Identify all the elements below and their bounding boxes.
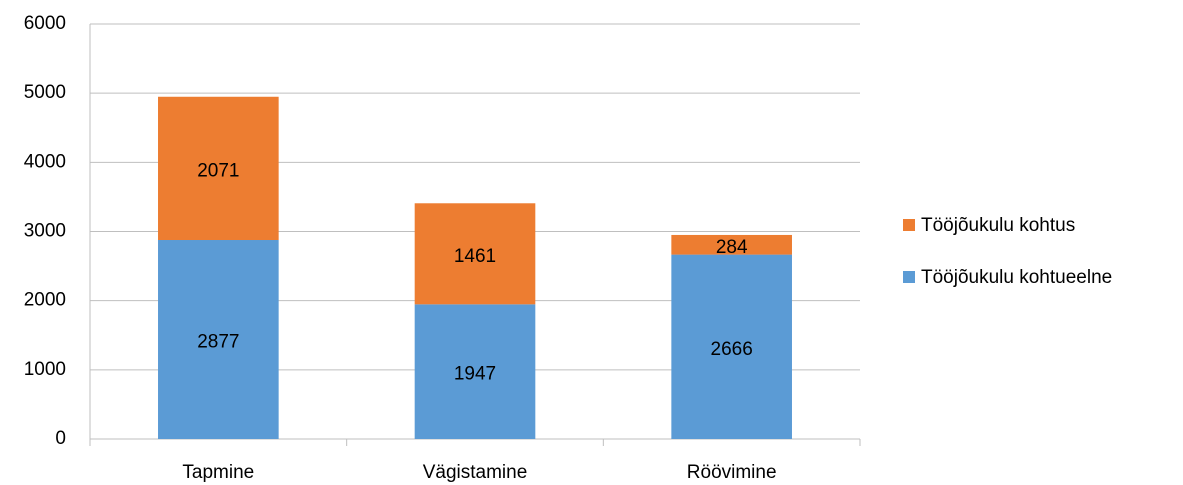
bar-segment — [414, 203, 536, 305]
data-label: 1947 — [454, 364, 496, 385]
y-tick-label: 2000 — [24, 290, 66, 311]
x-tick-label: Röövimine — [687, 462, 777, 483]
data-label: 2071 — [197, 160, 239, 181]
bar-segment — [671, 234, 792, 255]
bar-segment — [158, 96, 279, 241]
bar-segment — [158, 240, 279, 439]
data-label: 1461 — [454, 246, 496, 267]
data-label: 284 — [716, 237, 748, 258]
y-tick-label: 1000 — [24, 359, 66, 380]
x-tick-label: Tapmine — [182, 462, 254, 483]
legend-label: Tööjõukulu kohtus — [921, 215, 1075, 236]
data-label: 2877 — [197, 332, 239, 353]
legend-swatch — [903, 219, 915, 231]
x-tick-label: Vägistamine — [423, 462, 528, 483]
y-tick-label: 5000 — [24, 82, 66, 103]
y-tick-label: 4000 — [24, 151, 66, 172]
legend-label: Tööjõukulu kohtueelne — [921, 267, 1112, 288]
legend-swatch — [903, 271, 915, 283]
bar-segment — [671, 254, 792, 439]
y-tick-label: 6000 — [24, 13, 66, 34]
y-tick-label: 0 — [55, 428, 66, 449]
y-tick-label: 3000 — [24, 221, 66, 242]
bar-segment — [414, 304, 536, 439]
data-label: 2666 — [711, 339, 753, 360]
